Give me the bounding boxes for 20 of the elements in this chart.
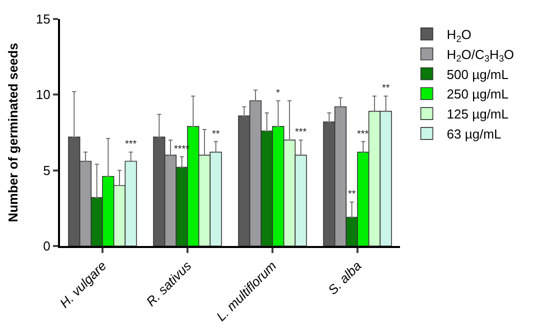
y-tick-label: 0: [43, 238, 50, 254]
data-label: ***: [125, 139, 137, 150]
legend-label: 63 µg/mL: [446, 126, 502, 142]
y-tick-label: 5: [43, 162, 50, 178]
legend-label: H$_{2}$O/C$_{3}$H$_{3}$O: [446, 46, 514, 64]
data-label: ***: [357, 129, 369, 140]
legend-label: H$_{2}$O: [446, 27, 472, 44]
data-label: ****: [174, 144, 190, 155]
legend-label: 125 µg/mL: [446, 106, 509, 122]
legend-label: 500 µg/mL: [446, 66, 509, 82]
data-label: ***: [295, 127, 307, 138]
data-label: *: [276, 88, 280, 99]
y-tick-label: 10: [36, 87, 50, 102]
y-tick-label: 15: [36, 12, 50, 27]
data-label: **: [382, 83, 390, 94]
data-label: **: [348, 189, 356, 200]
data-label: **: [212, 129, 220, 140]
y-axis-title: Number of germinated seeds: [5, 42, 20, 222]
x-tick-label: S. alba: [324, 258, 364, 298]
legend-label: 250 µg/mL: [446, 86, 509, 102]
